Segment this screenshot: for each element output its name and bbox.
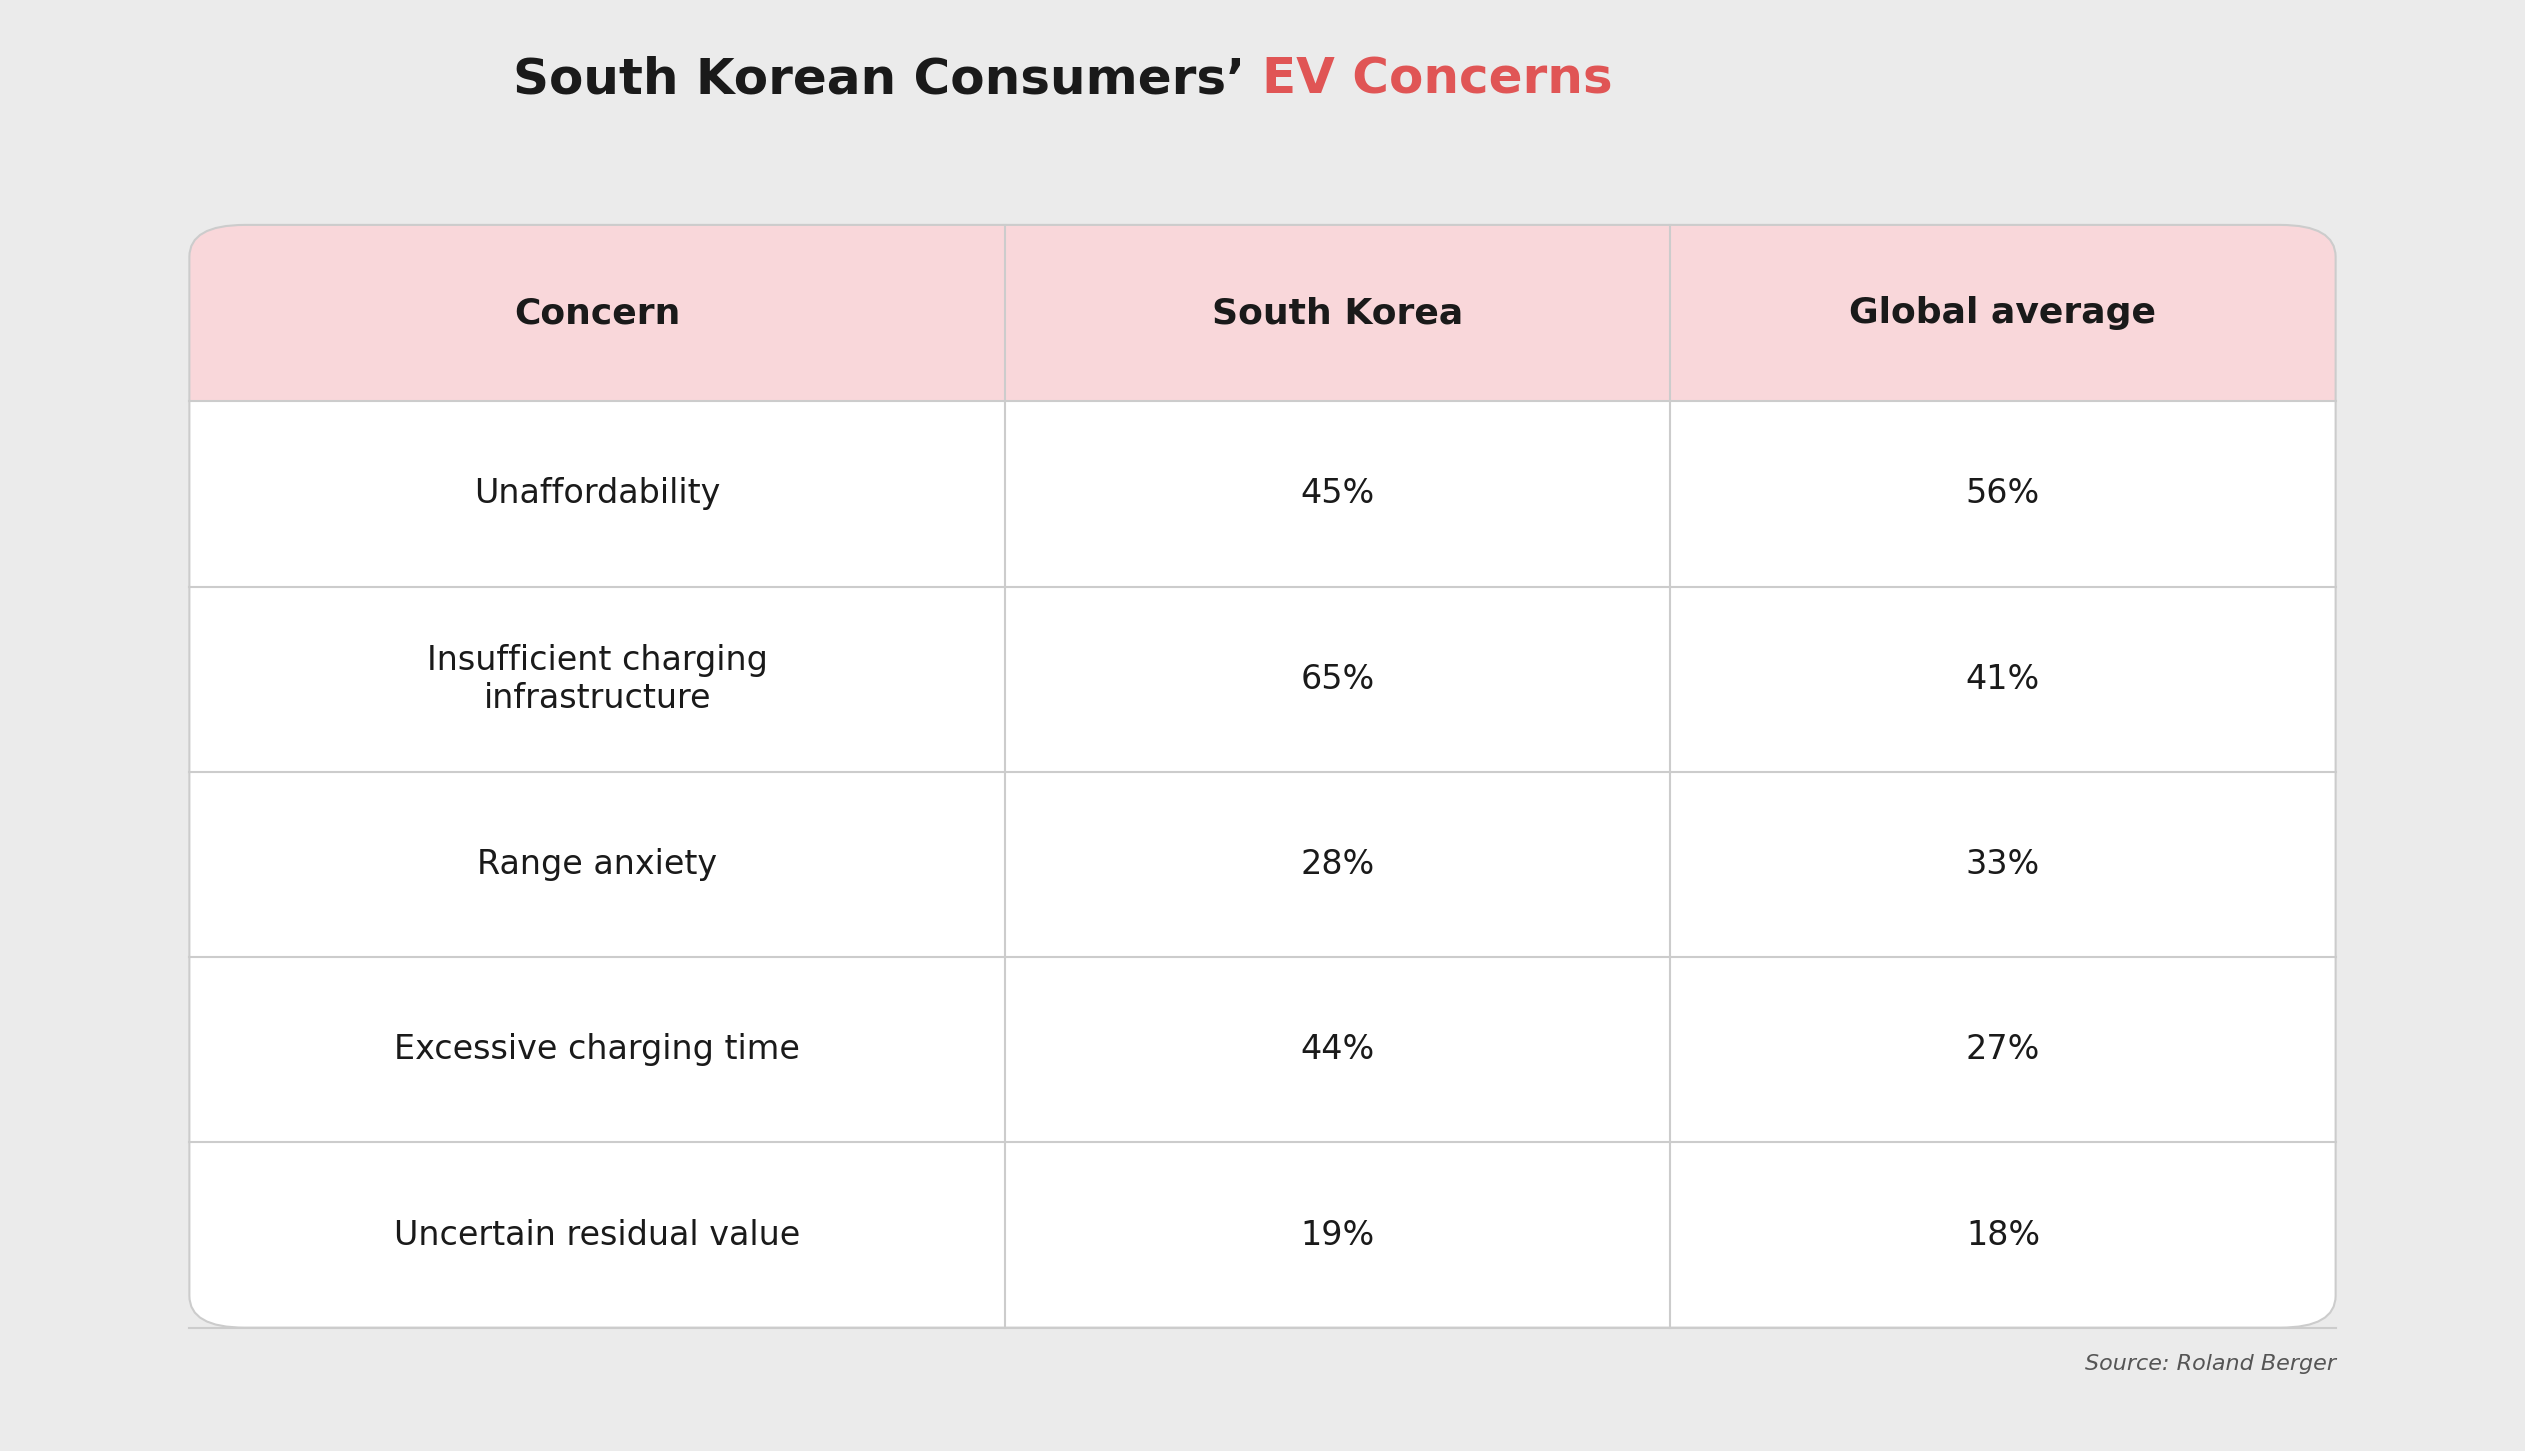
Bar (189, 305, 2336, 402)
Text: 19%: 19% (1300, 1219, 1374, 1252)
Text: Insufficient charging
infrastructure: Insufficient charging infrastructure (427, 644, 768, 715)
FancyBboxPatch shape (189, 225, 2336, 402)
Text: 18%: 18% (1967, 1219, 2040, 1252)
Text: EV Concerns: EV Concerns (1262, 55, 1613, 104)
Text: 41%: 41% (1967, 663, 2040, 695)
Text: Excessive charging time: Excessive charging time (394, 1033, 800, 1066)
Text: 65%: 65% (1300, 663, 1374, 695)
Text: Concern: Concern (515, 296, 679, 331)
Text: Source: Roland Berger: Source: Roland Berger (2086, 1354, 2336, 1374)
Text: Unaffordability: Unaffordability (475, 477, 720, 511)
Text: 45%: 45% (1300, 477, 1374, 511)
Text: 44%: 44% (1300, 1033, 1374, 1066)
Text: South Korean Consumers’: South Korean Consumers’ (513, 55, 1262, 104)
Text: 56%: 56% (1967, 477, 2040, 511)
Text: 28%: 28% (1300, 847, 1374, 881)
Text: Global average: Global average (1848, 296, 2156, 331)
FancyBboxPatch shape (189, 225, 2336, 1328)
Text: 33%: 33% (1967, 847, 2040, 881)
Text: South Korea: South Korea (1212, 296, 1464, 331)
Text: Range anxiety: Range anxiety (477, 847, 717, 881)
Text: Uncertain residual value: Uncertain residual value (394, 1219, 800, 1252)
Text: 27%: 27% (1967, 1033, 2040, 1066)
